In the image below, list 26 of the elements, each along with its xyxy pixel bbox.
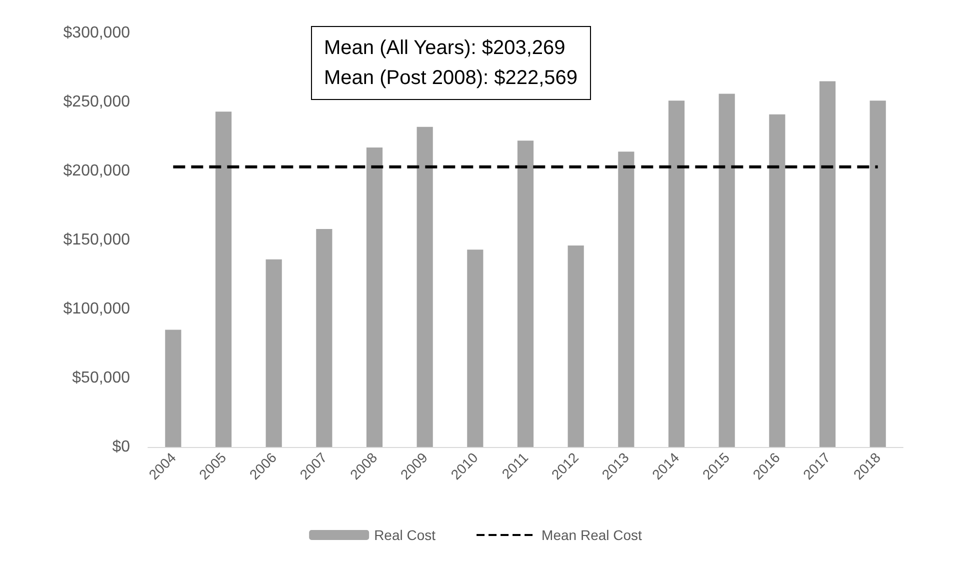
bar: [618, 152, 634, 447]
annotation: Mean (Post 2008): $222,569: [324, 66, 578, 91]
bar: [467, 250, 484, 447]
legend-label: Mean Real Cost: [542, 527, 642, 543]
bar: [165, 330, 182, 447]
bar: [316, 228, 332, 447]
bar: [366, 148, 383, 447]
legend-label: Real Cost: [374, 527, 436, 543]
bar: [568, 246, 584, 447]
y-tick-label: $250,000: [63, 94, 130, 110]
bar: [819, 81, 836, 447]
y-tick-label: $50,000: [72, 370, 130, 386]
y-tick-label: $0: [112, 438, 130, 456]
bar: [668, 100, 685, 447]
y-tick-label: $300,000: [63, 24, 130, 42]
y-tick-label: $200,000: [63, 162, 130, 180]
y-tick-label: $150,000: [63, 232, 130, 248]
bar: [517, 140, 534, 447]
bar: [718, 94, 735, 447]
bar: [266, 259, 282, 447]
bar: [416, 126, 433, 447]
annotation: Mean (All Years): $203,269: [324, 36, 566, 61]
bar: [215, 112, 232, 447]
bar: [769, 114, 786, 447]
bar: [870, 100, 886, 447]
y-tick-label: $100,000: [63, 300, 130, 318]
